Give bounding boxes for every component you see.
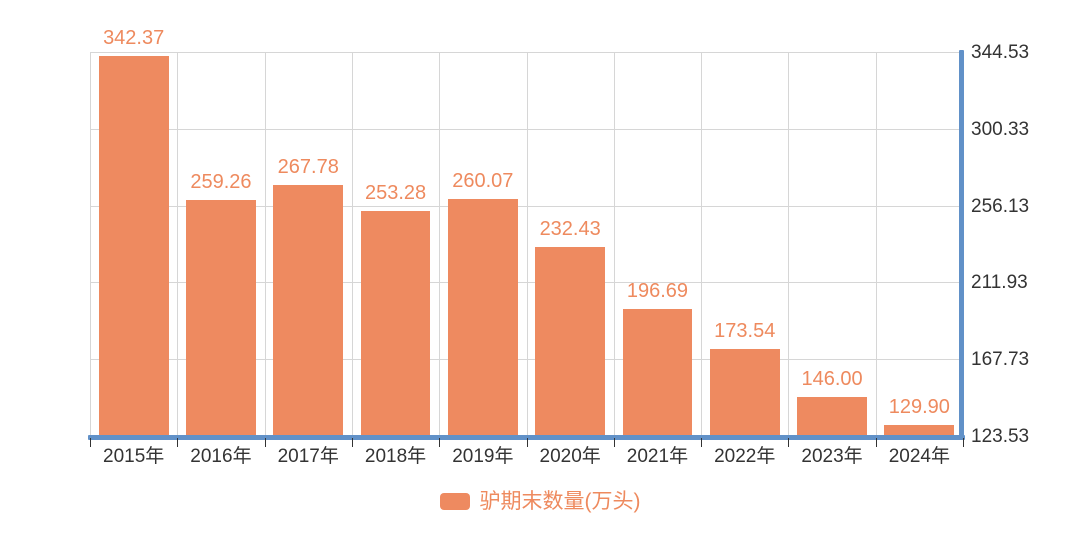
gridline-vertical	[788, 52, 790, 436]
bar[interactable]	[884, 424, 955, 436]
x-axis-tick-label: 2020年	[539, 446, 601, 467]
legend-item-label: 驴期末数量(万头)	[479, 490, 641, 513]
bar-value-label: 259.26	[190, 171, 252, 194]
y-axis-tick-label: 167.73	[971, 349, 1030, 371]
bar-value-label: 342.37	[103, 26, 165, 49]
y-axis-tick-label: 256.13	[971, 195, 1030, 217]
bar-value-label: 267.78	[277, 156, 339, 179]
bar[interactable]	[273, 185, 344, 436]
gridline-vertical	[526, 52, 528, 436]
bar-value-label: 196.69	[626, 279, 689, 302]
x-axis-tick-mark	[526, 438, 528, 447]
x-axis-tick-mark	[264, 438, 266, 447]
gridline-vertical	[439, 52, 441, 436]
legend: 驴期末数量(万头)	[0, 491, 1080, 512]
y-axis-tick-label: 123.53	[971, 426, 1030, 447]
x-axis-tick-mark	[963, 438, 964, 447]
legend-swatch-icon	[439, 493, 470, 510]
x-axis-tick-mark	[177, 438, 179, 447]
x-axis-tick-mark	[701, 438, 703, 447]
gridline-vertical	[701, 52, 703, 436]
gridline-vertical	[613, 52, 615, 436]
x-axis-tick-label: 2024年	[888, 446, 950, 467]
x-axis-tick-mark	[351, 438, 353, 447]
gridline-vertical	[875, 52, 877, 436]
y-axis-tick-label: 211.93	[971, 272, 1028, 294]
bar[interactable]	[360, 210, 431, 436]
bar[interactable]	[535, 246, 606, 436]
bar-value-label: 146.00	[801, 367, 863, 390]
x-axis-tick-mark	[90, 438, 91, 447]
gridline-vertical	[351, 52, 353, 436]
x-axis-tick-label: 2021年	[626, 446, 689, 467]
bar[interactable]	[797, 396, 867, 436]
bar[interactable]	[98, 55, 169, 436]
x-axis-tick-label: 2016年	[190, 446, 252, 467]
bar-value-label: 253.28	[364, 181, 427, 204]
bar-value-label: 260.07	[452, 169, 514, 192]
x-axis-tick-label: 2018年	[364, 446, 427, 467]
x-axis-line	[88, 435, 965, 440]
x-axis-tick-label: 2015年	[103, 446, 165, 467]
x-axis-tick-mark	[875, 438, 877, 447]
x-axis-tick-label: 2017年	[277, 446, 339, 467]
y-axis-tick-label: 300.33	[971, 118, 1030, 140]
x-axis-tick-mark	[613, 438, 615, 447]
bar-value-label: 173.54	[714, 320, 776, 343]
bar[interactable]	[709, 349, 780, 436]
gridline-vertical	[264, 52, 266, 436]
bar-value-label: 232.43	[539, 217, 601, 240]
plot-area	[90, 52, 963, 437]
bar[interactable]	[186, 200, 256, 436]
y-axis-tick-label: 344.53	[971, 42, 1030, 63]
x-axis-tick-label: 2023年	[801, 446, 863, 467]
gridline-vertical	[90, 52, 91, 436]
bar[interactable]	[447, 198, 518, 436]
bar[interactable]	[622, 308, 693, 436]
gridline-vertical	[177, 52, 179, 436]
x-axis-tick-label: 2022年	[714, 446, 776, 467]
x-axis-tick-mark	[439, 438, 441, 447]
x-axis-tick-label: 2019年	[452, 446, 514, 467]
x-axis-tick-mark	[788, 438, 790, 447]
bar-value-label: 129.90	[888, 395, 950, 418]
y-axis-line	[959, 50, 964, 438]
